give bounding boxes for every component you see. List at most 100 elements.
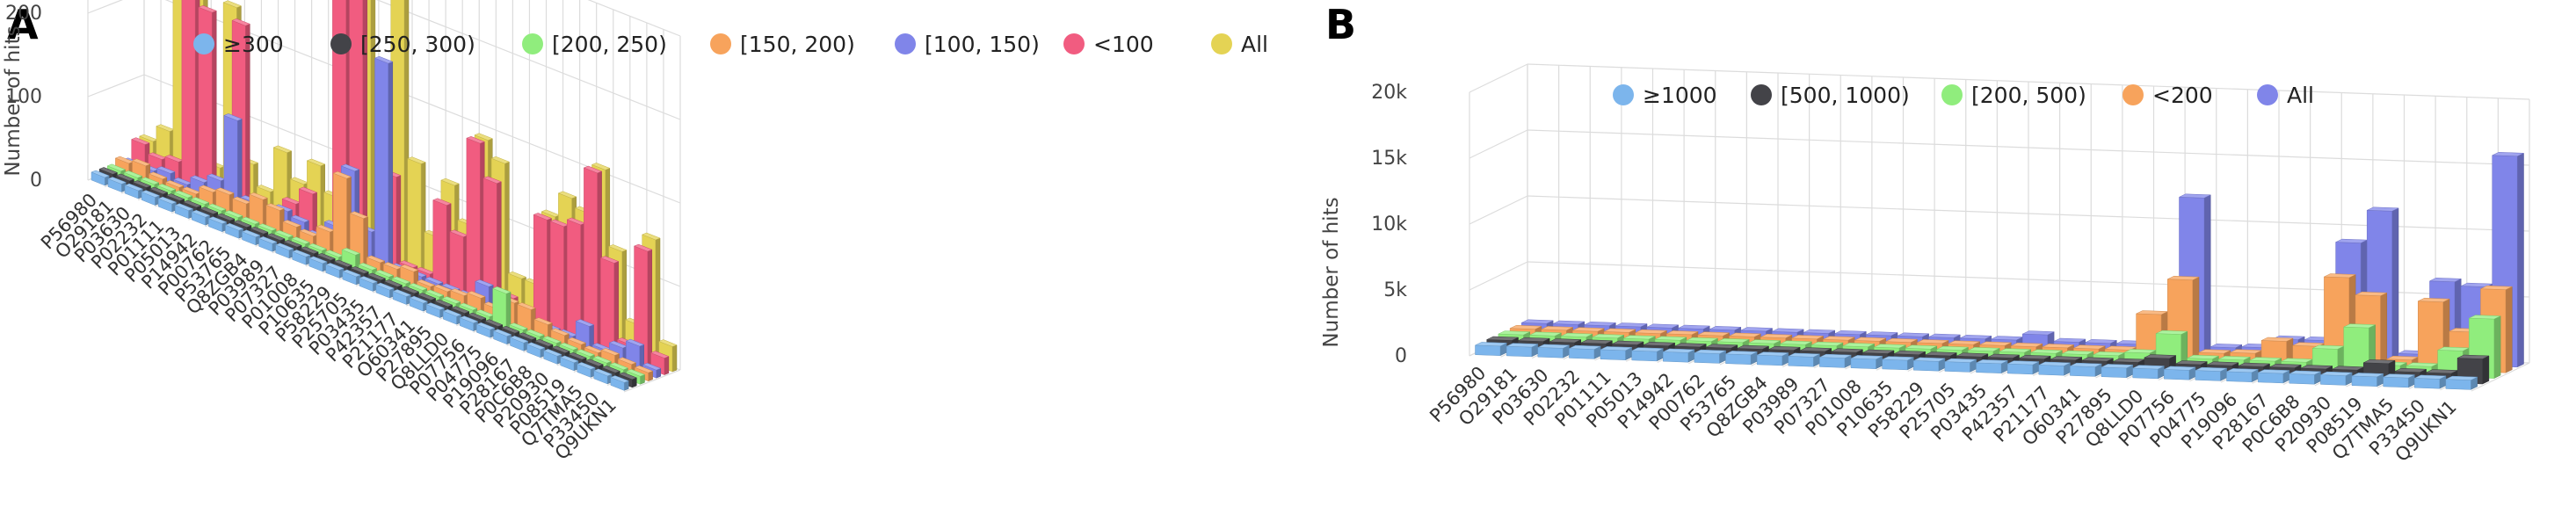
bars: [91, 0, 678, 391]
bar-a-P19096-s5: [533, 213, 553, 330]
bar-b-P53765-s0: [1725, 351, 1758, 366]
bar-a-Q8LLD0-s0: [442, 308, 462, 325]
bar-b-P07756-s0: [2164, 366, 2196, 380]
bar-a-P21177-s5: [432, 198, 452, 290]
bar-a-P27895-s0: [425, 302, 446, 318]
bar-a-O60341-s0: [409, 295, 429, 312]
legend-marker: [895, 33, 916, 54]
bar-a-P03630-s0: [124, 183, 144, 199]
bar-a-P05013-s0: [174, 203, 194, 219]
y-tick-label: 100: [5, 86, 42, 108]
bar-b-Q8LLD0-s0: [2132, 365, 2165, 380]
legend-item[interactable]: ≥300: [193, 32, 284, 57]
bar-a-Q8LLD0-s5: [483, 176, 502, 309]
bars: [1475, 152, 2524, 390]
bar-b-P08519-s0: [2351, 373, 2384, 387]
bar-a-P10635-s3: [332, 170, 352, 263]
legend-label: <200: [2152, 83, 2213, 108]
legend-label: [100, 150): [925, 32, 1040, 57]
bar-a-P28167-s5: [549, 219, 570, 336]
legend-item[interactable]: [200, 250): [522, 32, 667, 57]
bar-b-P00762-s0: [1694, 349, 1726, 364]
y-tick-label: 0: [30, 170, 42, 192]
y-tick-label: 0: [1395, 345, 1407, 367]
legend: ≥300 [250, 300) [200, 250) [150, 200) [100, …: [193, 32, 1268, 57]
bar-b-P07327-s0: [1819, 353, 1852, 368]
legend-marker: [522, 33, 543, 54]
legend-item[interactable]: All: [1211, 32, 1268, 57]
legend-item[interactable]: [250, 300): [330, 32, 475, 57]
legend-label: [150, 200): [740, 32, 855, 57]
bar-a-P00762-s0: [207, 216, 228, 233]
bar-a-P07327-s0: [275, 243, 294, 259]
legend-marker: [710, 33, 731, 54]
bar-a-Q9UKN1-s0: [610, 375, 629, 391]
bar-a-P03989-s0: [258, 236, 278, 252]
bar-b-P25705-s0: [1944, 358, 1977, 373]
legend-marker: [2122, 84, 2144, 105]
bar-b-O29181-s0: [1506, 343, 1539, 358]
legend-marker: [1941, 84, 1963, 105]
bar-b-P42357-s0: [2006, 360, 2040, 375]
y-tick-label: 20k: [1371, 82, 1407, 104]
legend-label: ≥1000: [1643, 83, 1717, 108]
bar-a-P21177-s0: [392, 289, 412, 305]
bar-b-P56980-s0: [1475, 342, 1507, 357]
bar-b-P05013-s0: [1631, 347, 1664, 362]
bar-b-P14942-s0: [1663, 348, 1695, 363]
bar-a-P08519-s0: [560, 355, 579, 372]
bar-a-P02232-s5: [181, 0, 200, 191]
bar-b-Q8ZGB4-s0: [1756, 351, 1789, 366]
legend-item[interactable]: ≥1000: [1613, 83, 1717, 108]
bar-b-P03435-s0: [1976, 359, 2008, 374]
bar-b-Q9UKN1-s0: [2445, 375, 2478, 390]
bar-b-P58229-s0: [1913, 357, 1946, 372]
legend-label: [250, 300): [360, 32, 475, 57]
bar-b-P03989-s0: [1788, 352, 1820, 367]
legend-marker: [193, 33, 214, 54]
y-axis-title: Number of hits: [1320, 197, 1343, 347]
bar-a-P27895-s5: [466, 136, 485, 303]
bar-b-P03630-s0: [1537, 344, 1570, 359]
bar-a-O29181-s0: [107, 177, 127, 192]
legend-item[interactable]: [500, 1000): [1751, 83, 1910, 108]
bar-b-P01008-s0: [1850, 355, 1883, 370]
legend-label: All: [2287, 83, 2314, 108]
bar-a-O60341-s5: [449, 229, 468, 296]
legend-item[interactable]: [200, 500): [1941, 83, 2086, 108]
legend-marker: [2257, 84, 2278, 105]
bar-a-P03435-s6: [407, 156, 426, 273]
bar-b-P0C6B8-s0: [2289, 370, 2321, 385]
y-tick-label: 10k: [1371, 214, 1407, 235]
bar-a-P58229-s0: [325, 263, 345, 279]
bar-a-P25705-s4: [374, 55, 394, 273]
bar-a-Q8ZGB4-s0: [241, 229, 261, 246]
legend-marker: [1613, 84, 1634, 105]
bar-b-P01111-s0: [1600, 346, 1633, 361]
legend-marker: [1751, 84, 1772, 105]
bar-b-P04775-s0: [2195, 366, 2227, 381]
legend-item[interactable]: [100, 150): [895, 32, 1040, 57]
bar-a-P28167-s0: [509, 336, 529, 351]
legend-label: ≥300: [223, 32, 284, 57]
bar-b-P27895-s0: [2101, 364, 2134, 379]
bar-b-O60341-s0: [2070, 362, 2102, 377]
bar-b-P10635-s0: [1882, 356, 1914, 371]
bar-a-P20930-s0: [543, 349, 562, 365]
bar-b-Q7TMA5-s3: [2418, 297, 2450, 372]
legend-label: [500, 1000): [1781, 83, 1910, 108]
y-tick-label: 200: [5, 3, 42, 25]
bar-b-P33450-s0: [2414, 374, 2447, 389]
legend-item[interactable]: <200: [2122, 83, 2213, 108]
legend-marker: [1211, 33, 1232, 54]
legend-label: <100: [1093, 32, 1154, 57]
bar-a-P14942-s4: [223, 113, 243, 214]
legend-item[interactable]: All: [2257, 83, 2314, 108]
legend-item[interactable]: [150, 200): [710, 32, 855, 57]
bar-b-P02232-s0: [1569, 344, 1601, 359]
legend-label: [200, 500): [1971, 83, 2086, 108]
panel-a-chart: A0100200300400Number of hitsP56980O29181…: [2, 0, 1268, 464]
legend-item[interactable]: <100: [1063, 32, 1154, 57]
